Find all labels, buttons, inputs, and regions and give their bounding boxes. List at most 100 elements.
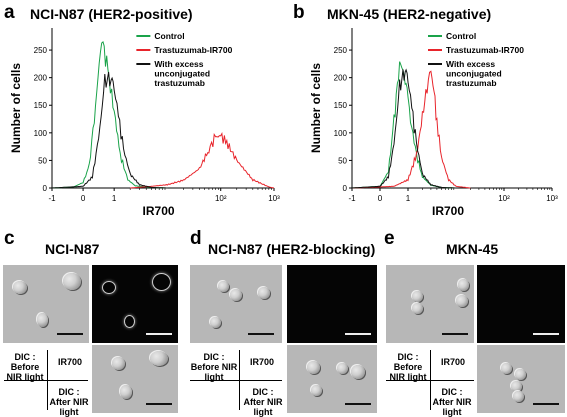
- scale-bar: [442, 333, 468, 335]
- key-divider: [239, 350, 240, 410]
- key-dic-before: DIC : Before NIR light: [190, 352, 238, 382]
- series-line: [351, 68, 456, 189]
- legend-label: With excess unconjugated trastuzumab: [154, 59, 210, 88]
- scale-bar: [533, 333, 559, 335]
- cell: [412, 303, 423, 314]
- x-tick-label: 1: [112, 194, 117, 203]
- x-tick-label: 0: [81, 194, 86, 203]
- x-tick-label: -1: [48, 194, 56, 203]
- cell: [230, 289, 242, 301]
- ir700-image-c: [92, 265, 178, 343]
- scale-bar: [345, 333, 371, 335]
- x-axis-label: IR700: [143, 204, 175, 217]
- scale-bar: [146, 333, 172, 335]
- panel-letter-e: e: [384, 228, 395, 249]
- ir700-image-e: [477, 265, 565, 343]
- dic-after-image-e: [477, 345, 565, 413]
- panel-title-a: NCI-N87 (HER2-positive): [30, 6, 193, 22]
- cell: [210, 317, 221, 328]
- ir700-image-d: [287, 265, 377, 343]
- y-tick-label: 200: [34, 74, 48, 83]
- cell: [112, 357, 125, 370]
- cell: [218, 281, 229, 292]
- series-line: [51, 72, 168, 189]
- y-axis-label: Number of cells: [9, 63, 23, 153]
- cell: [37, 313, 48, 327]
- x-tick-label: 10²: [215, 194, 227, 203]
- cell: [102, 281, 116, 294]
- y-tick-label: 250: [334, 46, 348, 55]
- panel-letter-b: b: [293, 2, 305, 23]
- y-tick-label: 200: [334, 74, 348, 83]
- y-tick-label: 100: [334, 129, 348, 138]
- key-divider: [47, 350, 48, 410]
- legend-label: Trastuzumab-IR700: [446, 45, 524, 55]
- panel-letter-a: a: [4, 2, 15, 23]
- y-tick-label: 0: [43, 184, 48, 193]
- x-tick-label: 1: [406, 194, 411, 203]
- dic-after-image-c: [92, 345, 178, 413]
- key-dic-after: DIC : After NIR light: [49, 387, 89, 417]
- key-dic-before: DIC : Before NIR light: [6, 352, 44, 382]
- y-axis-label: Number of cells: [309, 63, 323, 153]
- y-tick-label: 50: [338, 156, 347, 165]
- y-tick-label: 100: [34, 129, 48, 138]
- cell: [412, 291, 423, 302]
- key-dic-after: DIC : After NIR light: [243, 387, 283, 417]
- cell: [456, 295, 468, 307]
- x-tick-label: -1: [348, 194, 356, 203]
- cell: [515, 369, 526, 380]
- scale-bar: [248, 333, 274, 335]
- key-dic-after: DIC : After NIR light: [432, 387, 472, 417]
- dic-after-image-d: [287, 345, 377, 413]
- cell: [150, 351, 168, 366]
- panel-title-d: NCI-N87 (HER2-blocking): [208, 241, 376, 257]
- series-line: [352, 70, 471, 189]
- cell: [511, 381, 522, 392]
- panel-letter-d: d: [190, 228, 202, 249]
- cell: [63, 273, 81, 290]
- cell: [120, 385, 132, 399]
- cell: [13, 281, 27, 294]
- scale-bar: [345, 403, 371, 405]
- panel-title-c: NCI-N87: [45, 241, 100, 257]
- panel-title-b: MKN-45 (HER2-negative): [327, 6, 492, 22]
- key-dic-before: DIC : Before NIR light: [389, 352, 427, 382]
- cell: [458, 279, 469, 291]
- key-divider: [4, 380, 88, 381]
- scale-bar: [533, 403, 559, 405]
- cell: [501, 363, 512, 374]
- x-tick-label: 0: [378, 194, 383, 203]
- cell: [337, 363, 348, 374]
- key-ir700: IR700: [57, 357, 83, 367]
- cell: [311, 385, 322, 396]
- cell: [351, 365, 365, 379]
- x-axis-label: IR700: [432, 204, 464, 217]
- cell: [152, 273, 171, 291]
- cell: [307, 361, 320, 374]
- legend-label: With excess unconjugated trastuzumab: [446, 59, 502, 88]
- y-tick-label: 150: [34, 101, 48, 110]
- key-ir700: IR700: [249, 357, 275, 367]
- y-tick-label: 250: [34, 46, 48, 55]
- scale-bar: [146, 403, 172, 405]
- panel-title-e: MKN-45: [446, 241, 499, 257]
- key-divider: [190, 380, 282, 381]
- cell: [513, 391, 524, 402]
- y-tick-label: 50: [38, 156, 47, 165]
- key-divider: [430, 350, 431, 410]
- x-tick-label: 10³: [268, 194, 280, 203]
- legend-label: Control: [446, 31, 476, 41]
- dic-before-image-c: [3, 265, 89, 343]
- y-tick-label: 0: [343, 184, 348, 193]
- series-line: [130, 131, 275, 189]
- x-tick-label: 10²: [498, 194, 510, 203]
- dic-before-image-e: [386, 265, 474, 343]
- x-tick-label: 10³: [546, 194, 558, 203]
- cell: [124, 315, 135, 328]
- key-ir700: IR700: [440, 357, 466, 367]
- y-tick-label: 150: [334, 101, 348, 110]
- legend-label: Trastuzumab-IR700: [154, 45, 232, 55]
